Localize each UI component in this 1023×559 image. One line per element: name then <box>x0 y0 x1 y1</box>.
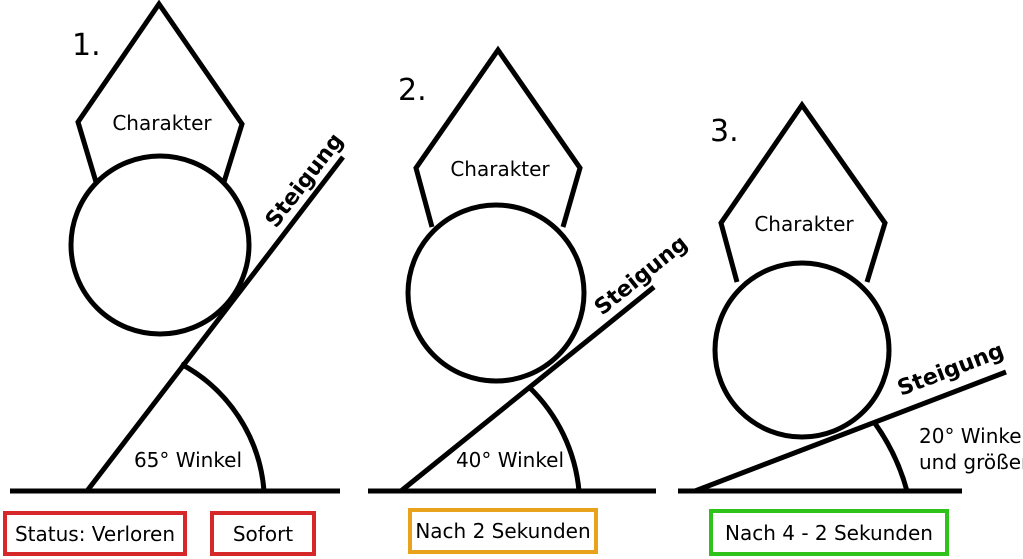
angle-arc-3 <box>871 420 910 492</box>
diagram-1: 1. Charakter 65° Winkel Steigung <box>10 0 349 494</box>
slope-label-2: Steigung <box>590 231 693 321</box>
character-body-3 <box>712 260 892 440</box>
character-label-3: Charakter <box>754 212 854 236</box>
character-label-2: Charakter <box>450 157 550 181</box>
angle-arc-2 <box>527 385 582 492</box>
character-label-1: Charakter <box>112 111 212 135</box>
diagram-3: 3. Charakter 20° Winkel und größer Steig… <box>678 100 1023 494</box>
step-number-2: 2. <box>398 73 427 108</box>
character-head-1 <box>75 0 245 183</box>
slope-label-1: Steigung <box>261 129 349 233</box>
angle-label-1: 65° Winkel <box>134 448 242 472</box>
immediate-badge: Sofort <box>210 511 316 556</box>
angle-arc-1 <box>179 361 267 492</box>
character-head-3 <box>718 100 888 283</box>
angle-label-2: 40° Winkel <box>456 448 564 472</box>
slope-line-1 <box>85 155 345 493</box>
after-4-2-seconds-badge: Nach 4 - 2 Sekunden <box>709 509 949 556</box>
character-body-2 <box>405 202 587 384</box>
step-number-3: 3. <box>710 114 739 149</box>
character-body-1 <box>68 153 252 337</box>
angle-label-3b: und größer <box>919 450 1023 474</box>
diagram-2: 2. Charakter 40° Winkel Steigung <box>368 45 693 494</box>
angle-label-3a: 20° Winkel <box>919 424 1023 448</box>
status-lost-badge: Status: Verloren <box>3 511 187 556</box>
character-head-2 <box>413 45 583 228</box>
slope-line-3 <box>694 369 1007 494</box>
after-2-seconds-badge: Nach 2 Sekunden <box>408 508 598 554</box>
step-number-1: 1. <box>72 28 101 63</box>
